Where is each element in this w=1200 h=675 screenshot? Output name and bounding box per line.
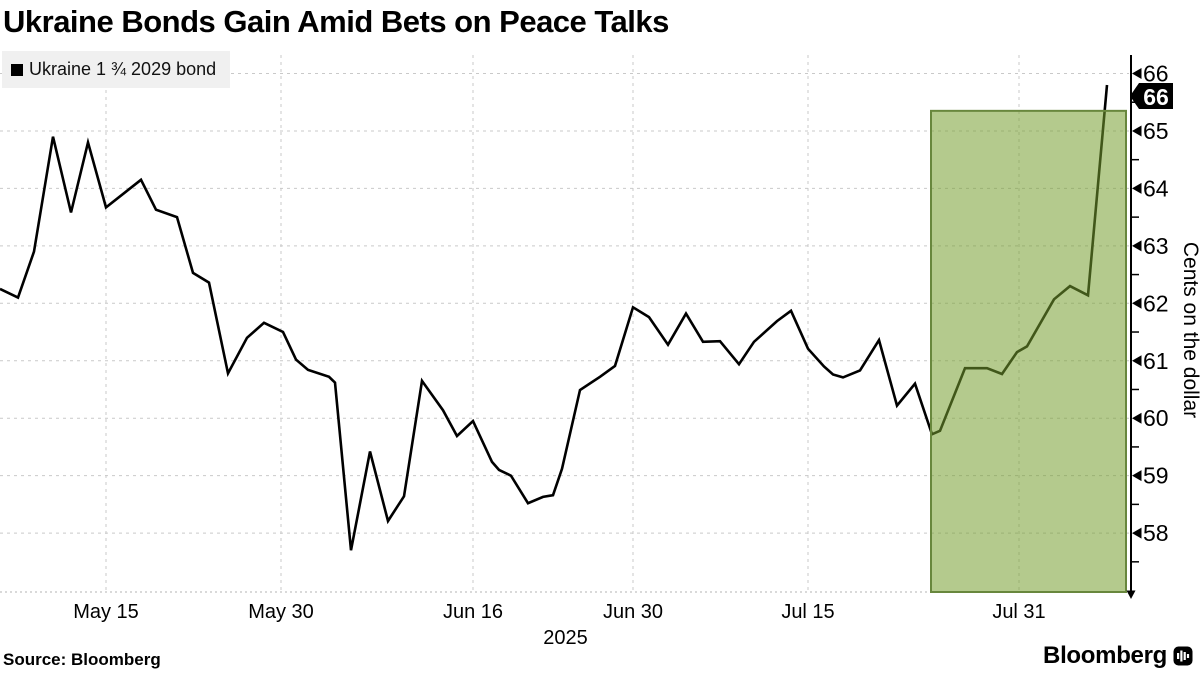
price-line-series	[0, 84, 1109, 551]
highlight-region	[930, 109, 1127, 593]
y-major-tick-icon	[1132, 355, 1142, 367]
y-tick-label: 66	[1143, 61, 1169, 87]
x-axis-year-label: 2025	[543, 627, 588, 649]
highlight-fill	[931, 110, 1126, 592]
last-price-tag-value: 66	[1143, 84, 1169, 110]
y-axis-title: Cents on the dollar	[1179, 242, 1200, 418]
y-tick-label: 59	[1143, 463, 1169, 489]
y-tick-label: 61	[1143, 348, 1169, 374]
y-major-tick-icon	[1132, 182, 1142, 194]
bloomberg-logo-icon	[1173, 646, 1193, 666]
y-tick-label: 64	[1143, 175, 1169, 201]
last-price-tag-flag	[1130, 83, 1173, 109]
x-tick-label: Jun 16	[443, 601, 503, 623]
y-axis-end-arrow-icon	[1126, 590, 1136, 599]
y-axis	[1126, 55, 1136, 599]
bloomberg-logo-text: Bloomberg	[1043, 642, 1167, 669]
source-credit: Source: Bloomberg	[3, 650, 161, 669]
axis-labels: Cents on the dollar 66 65 64 63 62 61 60 59 58 Ma…	[73, 61, 1200, 650]
x-tick-label: Jul 31	[992, 601, 1045, 623]
y-tick-label: 60	[1143, 405, 1169, 431]
legend-series-label: Ukraine 1 ¾ 2029 bond	[29, 59, 217, 79]
y-tick-label: 65	[1143, 118, 1169, 144]
legend: Ukraine 1 ¾ 2029 bond	[2, 51, 231, 88]
axis-ticks	[1131, 68, 1142, 563]
x-tick-label: Jul 15	[781, 601, 834, 623]
y-tick-label: 62	[1143, 290, 1169, 316]
y-major-tick-icon	[1132, 412, 1142, 424]
x-tick-label: Jun 30	[603, 601, 663, 623]
y-major-tick-icon	[1132, 125, 1142, 137]
last-price-tag: 66	[1130, 83, 1173, 110]
y-major-tick-icon	[1132, 240, 1142, 252]
x-tick-label: May 30	[248, 601, 314, 623]
y-tick-label: 58	[1143, 520, 1169, 546]
legend-swatch-icon	[11, 63, 23, 76]
y-major-tick-icon	[1132, 297, 1142, 309]
highlight-border	[930, 109, 1127, 593]
y-major-tick-icon	[1132, 527, 1142, 539]
bloomberg-logo: Bloomberg	[1043, 642, 1193, 670]
y-tick-label: 63	[1143, 233, 1169, 259]
y-major-tick-icon	[1132, 470, 1142, 482]
y-major-tick-icon	[1132, 68, 1142, 79]
x-tick-label: May 15	[73, 601, 139, 623]
chart-title: Ukraine Bonds Gain Amid Bets on Peace Ta…	[3, 4, 669, 39]
price-line	[0, 84, 1109, 551]
